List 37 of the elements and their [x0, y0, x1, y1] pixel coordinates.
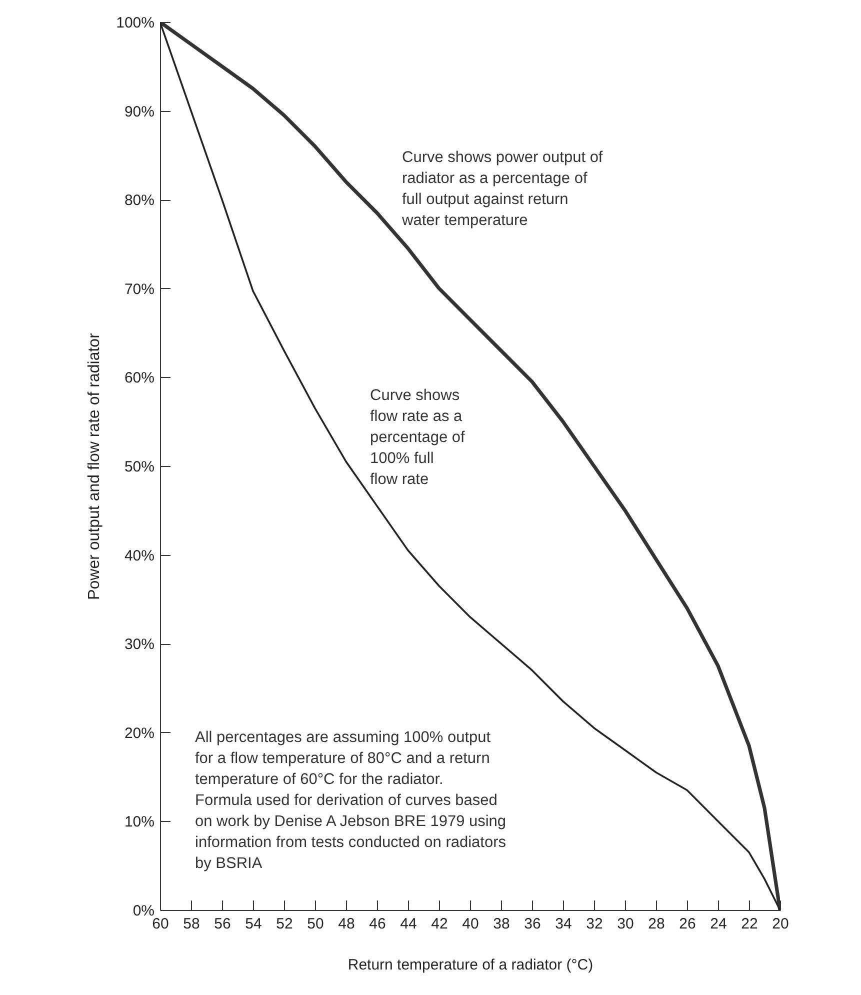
x-tick-label: 34 [555, 916, 572, 932]
y-tick-label: 90% [124, 103, 154, 120]
y-tick-label: 60% [124, 370, 154, 387]
annotation: Curve shows power output of radiator as a percentage of full output against return water temperature [401, 149, 604, 229]
y-tick-label: 30% [124, 636, 154, 654]
y-tick-label: 80% [124, 192, 154, 210]
x-tick-label: 24 [710, 916, 727, 932]
x-tick-label: 30 [617, 916, 634, 932]
x-tick-label: 40 [462, 916, 479, 932]
x-tick-label: 20 [772, 916, 789, 932]
x-tick-label: 50 [307, 916, 324, 932]
x-tick-label: 28 [648, 916, 665, 932]
annotation: Curve shows flow rate as a percentage of 100% full flow rate [370, 387, 466, 488]
x-tick-label: 26 [679, 916, 696, 932]
y-tick-label: 10% [124, 814, 154, 831]
x-tick-label: 44 [400, 916, 417, 932]
y-tick-label: 0% [132, 902, 154, 920]
x-tick-label: 52 [276, 916, 293, 932]
x-axis-title: Return temperature of a radiator (°C) [348, 956, 594, 974]
y-axis-title: Power output and flow rate of radiator [86, 332, 104, 600]
x-tick-label: 54 [245, 916, 262, 932]
annotation: All percentages are assuming 100% output for a flow temperature of 80°C and a return temperature of 60°C for the radiator. Formula used for derivation of curves based on work by Denise A Jebson BRE 1979 using information from tests conducted on radiators by BSRIA [195, 729, 506, 872]
x-tick-label: 38 [493, 916, 510, 932]
y-tick-label: 20% [124, 724, 154, 742]
x-tick-label: 42 [431, 916, 448, 932]
y-tick-label: 70% [124, 280, 154, 298]
x-tick-label: 22 [741, 916, 758, 932]
x-tick-label: 36 [524, 916, 541, 932]
x-tick-label: 60 [152, 916, 169, 932]
x-tick-label: 56 [214, 916, 231, 932]
y-tick-label: 50% [124, 458, 154, 476]
x-tick-label: 48 [338, 916, 355, 932]
y-tick-label: 40% [124, 547, 154, 564]
x-tick-label: 58 [183, 916, 200, 932]
x-tick-label: 46 [369, 916, 386, 932]
y-tick-label: 100% [116, 14, 154, 32]
x-tick-label: 32 [586, 916, 603, 932]
